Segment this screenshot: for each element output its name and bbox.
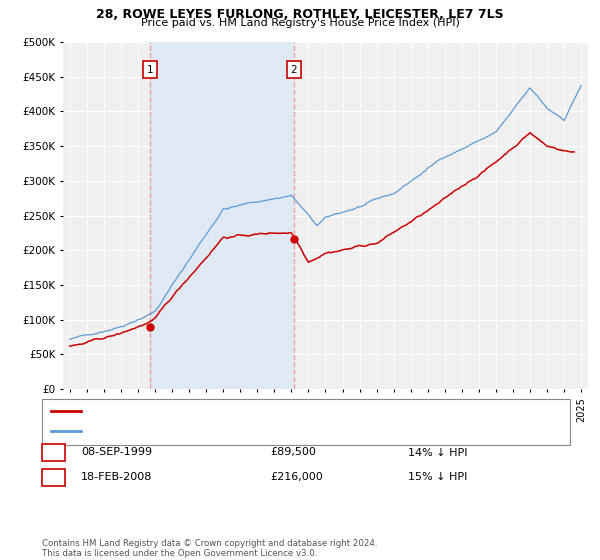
- Text: Contains HM Land Registry data © Crown copyright and database right 2024.
This d: Contains HM Land Registry data © Crown c…: [42, 539, 377, 558]
- Bar: [150, 42, 293, 389]
- Text: 2: 2: [290, 65, 297, 75]
- Text: 18-FEB-2008: 18-FEB-2008: [81, 472, 152, 482]
- Text: 08-SEP-1999: 08-SEP-1999: [81, 447, 152, 458]
- Text: 28, ROWE LEYES FURLONG, ROTHLEY, LEICESTER, LE7 7LS (detached house): 28, ROWE LEYES FURLONG, ROTHLEY, LEICEST…: [87, 407, 451, 416]
- Text: 1: 1: [146, 65, 153, 75]
- Text: £216,000: £216,000: [270, 472, 323, 482]
- Text: 2: 2: [50, 472, 57, 482]
- Text: 28, ROWE LEYES FURLONG, ROTHLEY, LEICESTER, LE7 7LS: 28, ROWE LEYES FURLONG, ROTHLEY, LEICEST…: [96, 8, 504, 21]
- Text: 1: 1: [50, 447, 57, 458]
- Text: 15% ↓ HPI: 15% ↓ HPI: [408, 472, 467, 482]
- Text: Price paid vs. HM Land Registry's House Price Index (HPI): Price paid vs. HM Land Registry's House …: [140, 18, 460, 28]
- Text: HPI: Average price, detached house, Charnwood: HPI: Average price, detached house, Char…: [87, 427, 317, 436]
- Text: £89,500: £89,500: [270, 447, 316, 458]
- Point: [289, 235, 298, 244]
- Point: [145, 323, 155, 332]
- Text: 14% ↓ HPI: 14% ↓ HPI: [408, 447, 467, 458]
